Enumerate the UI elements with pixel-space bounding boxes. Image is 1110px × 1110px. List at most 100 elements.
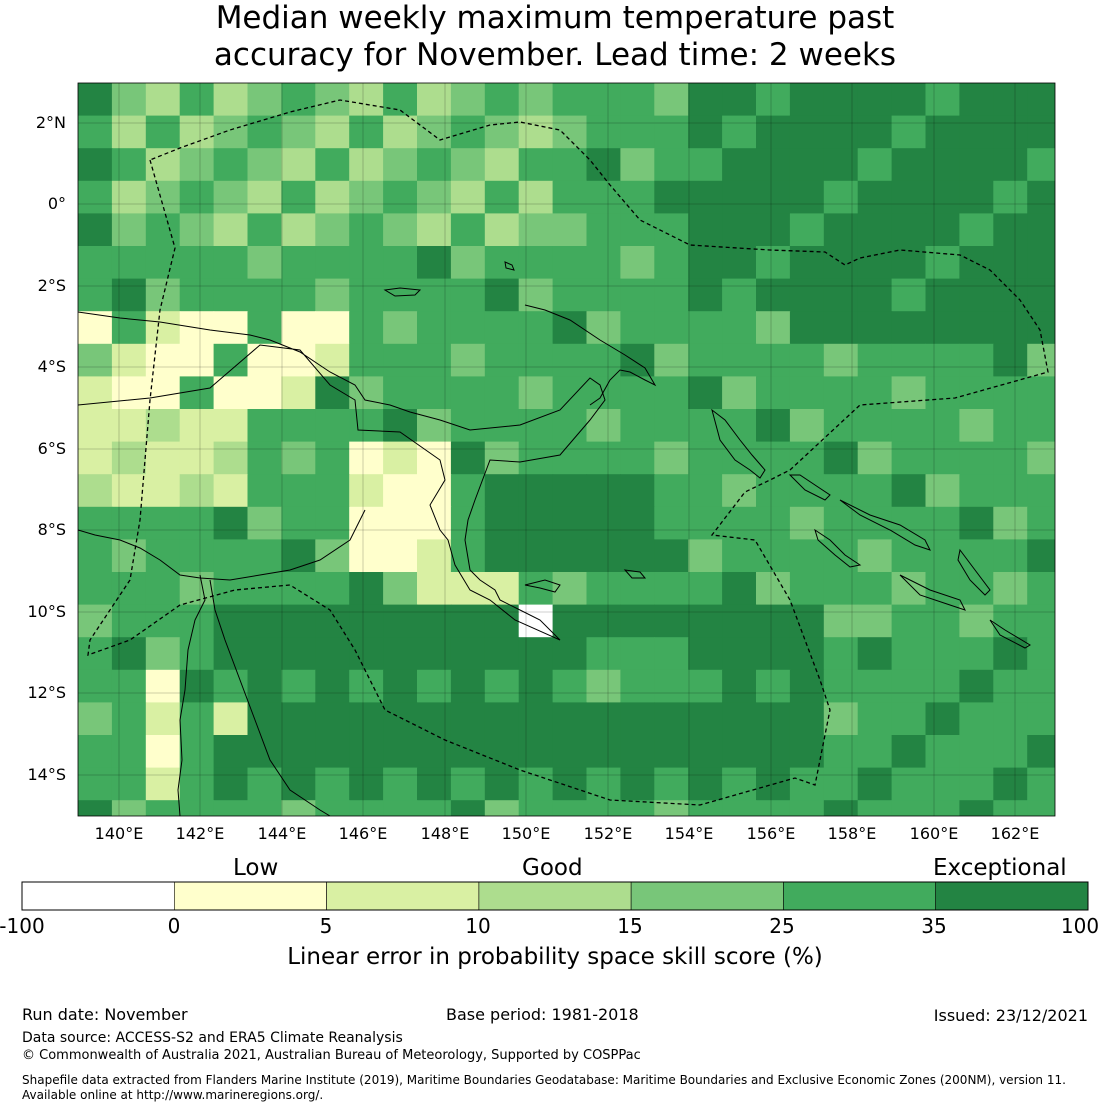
grid-cell xyxy=(1027,669,1055,703)
grid-cell xyxy=(857,474,893,508)
grid-cell xyxy=(417,343,452,377)
grid-cell xyxy=(789,115,825,149)
grid-cell xyxy=(688,702,723,736)
grid-cell xyxy=(857,441,893,475)
grid-cell xyxy=(417,506,452,540)
grid-cell xyxy=(993,278,1028,312)
grid-cell xyxy=(756,702,791,736)
grid-cell xyxy=(213,115,249,149)
grid-cell xyxy=(179,409,215,443)
grid-cell xyxy=(484,637,520,671)
longitude-label: 140°E xyxy=(94,824,144,843)
grid-cell xyxy=(620,376,655,410)
grid-cell xyxy=(484,148,520,182)
grid-cell xyxy=(823,669,859,703)
grid-cell xyxy=(518,539,554,573)
grid-cell xyxy=(78,311,113,345)
grid-cell xyxy=(484,441,520,475)
grid-cell xyxy=(145,246,181,280)
grid-cell xyxy=(620,539,655,573)
colorbar-segment xyxy=(326,881,480,911)
grid-cell xyxy=(756,604,791,638)
grid-cell xyxy=(111,441,147,475)
grid-cell xyxy=(518,800,554,816)
grid-cell xyxy=(78,246,113,280)
grid-cell xyxy=(450,343,486,377)
coastlines xyxy=(78,261,1031,816)
grid-cell xyxy=(145,637,181,671)
grid-cell xyxy=(688,148,723,182)
grid-cell xyxy=(111,409,147,443)
grid-cell xyxy=(417,572,452,606)
grid-cell xyxy=(315,278,350,312)
grid-cell xyxy=(1027,637,1055,671)
grid-cell xyxy=(688,800,723,816)
grid-cell xyxy=(857,800,893,816)
grid-cell xyxy=(145,572,181,606)
grid-cell xyxy=(349,376,384,410)
grid-cell xyxy=(925,148,960,182)
grid-cell xyxy=(383,637,418,671)
grid-cell xyxy=(450,735,486,769)
grid-cell xyxy=(315,767,350,801)
grid-cell xyxy=(722,441,757,475)
grid-cell xyxy=(281,311,316,345)
grid-cell xyxy=(552,278,588,312)
legend-tick: 100 xyxy=(1060,914,1100,938)
grid-cell xyxy=(993,637,1028,671)
grid-cell xyxy=(484,767,520,801)
grid-cell xyxy=(179,278,215,312)
legend-class-exceptional: Exceptional xyxy=(933,855,1067,881)
grid-cell xyxy=(891,669,927,703)
grid-cell xyxy=(586,604,621,638)
grid-cell xyxy=(315,637,350,671)
grid-cell xyxy=(417,311,452,345)
grid-cell xyxy=(789,604,825,638)
grid-cell xyxy=(247,343,282,377)
trobriand-island xyxy=(623,569,647,579)
grid-cell xyxy=(620,702,655,736)
grid-cell xyxy=(722,800,757,816)
grid-cell xyxy=(1027,213,1055,247)
grid-cell xyxy=(383,474,418,508)
grid-cell xyxy=(857,180,893,214)
grid-cell xyxy=(315,474,350,508)
grid-cell xyxy=(959,180,994,214)
grid-cell xyxy=(518,474,554,508)
grid-cell xyxy=(349,115,384,149)
colorbar-segment xyxy=(783,881,937,911)
grid-cell xyxy=(78,572,113,606)
grid-cell xyxy=(145,180,181,214)
grid-cell xyxy=(993,572,1028,606)
grid-cell xyxy=(417,246,452,280)
grid-cell xyxy=(620,83,655,117)
grid-cell xyxy=(823,767,859,801)
grid-cell xyxy=(450,572,486,606)
longitude-label: 158°E xyxy=(827,824,877,843)
cape-york-east-coast xyxy=(209,579,331,816)
grid-cell xyxy=(654,376,689,410)
grid-cell xyxy=(823,376,859,410)
grid-cell xyxy=(349,343,384,377)
grid-cell xyxy=(756,506,791,540)
grid-cell xyxy=(383,800,418,816)
grid-cell xyxy=(756,637,791,671)
grid-cell xyxy=(722,376,757,410)
grid-cell xyxy=(1027,180,1055,214)
grid-cell xyxy=(1027,506,1055,540)
grid-cell xyxy=(789,278,825,312)
grid-cell xyxy=(891,539,927,573)
grid-cell xyxy=(857,376,893,410)
grid-cell xyxy=(383,213,418,247)
grid-cell xyxy=(383,246,418,280)
grid-cell xyxy=(518,441,554,475)
grid-cell xyxy=(1027,246,1055,280)
grid-cell xyxy=(993,767,1028,801)
grid-cell xyxy=(111,800,147,816)
grid-cell xyxy=(315,669,350,703)
grid-cell xyxy=(586,539,621,573)
grid-cell xyxy=(145,506,181,540)
grid-cell xyxy=(78,506,113,540)
legend-tick: 5 xyxy=(319,914,333,938)
